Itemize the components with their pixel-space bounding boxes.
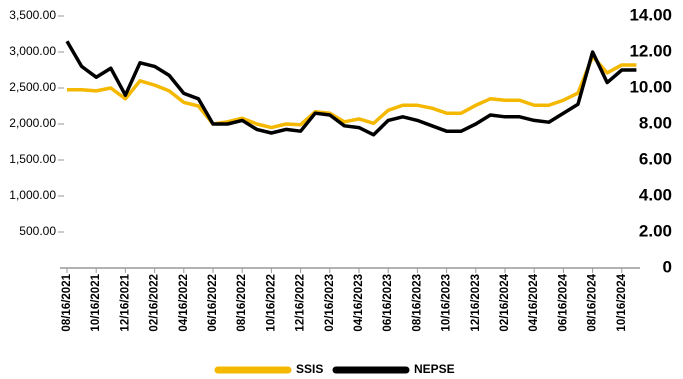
x-tick-label: 02/16/2024 [499,273,511,331]
x-tick-label: 12/16/2021 [119,273,131,331]
y-tick-label: 3,500.00 [9,8,56,22]
y2-tick-label: 12.00 [629,41,672,60]
y-tick-label: 2,500.00 [9,80,56,94]
y-tick-label: 3,000.00 [9,44,56,58]
x-tick-label: 02/16/2023 [324,274,336,332]
y2-tick-label: 4.00 [639,185,672,204]
x-tick-label: 04/16/2023 [353,274,365,332]
series-line [65,40,637,137]
x-tick-label: 10/16/2021 [90,273,102,331]
x-tick-label: 10/16/2022 [265,274,277,332]
x-tick-label: 02/16/2022 [149,274,161,332]
y-tick-label: 500.00 [19,224,56,238]
legend-label: NEPSE [414,362,455,376]
y-tick-label: 1,500.00 [9,152,56,166]
x-tick-label: 04/16/2024 [528,273,540,331]
y-tick-label: 1,000.00 [9,188,56,202]
x-tick-label: 12/16/2023 [470,274,482,332]
y2-tick-label: 14.00 [629,5,672,24]
x-tick-label: 06/16/2023 [382,274,394,332]
y-tick-label: 2,000.00 [9,116,56,130]
legend-label: SSIS [296,362,323,376]
x-tick-label: 10/16/2024 [616,273,628,331]
x-tick-label: 08/16/2021 [61,273,73,331]
x-tick-label: 08/16/2023 [411,274,423,332]
series-line [67,54,637,130]
y2-tick-label: 8.00 [639,113,672,132]
y2-tick-label: 2.00 [639,221,672,240]
x-tick-label: 06/16/2024 [557,273,569,331]
y2-tick-label: 10.00 [629,77,672,96]
x-tick-label: 10/16/2023 [441,274,453,332]
y2-tick-label: 0 [663,257,672,276]
x-tick-label: 06/16/2022 [207,274,219,332]
x-tick-label: 08/16/2024 [587,273,599,331]
y2-tick-label: 6.00 [639,149,672,168]
x-tick-label: 04/16/2022 [178,274,190,332]
x-tick-label: 08/16/2022 [236,274,248,332]
x-tick-label: 12/16/2022 [295,274,307,332]
